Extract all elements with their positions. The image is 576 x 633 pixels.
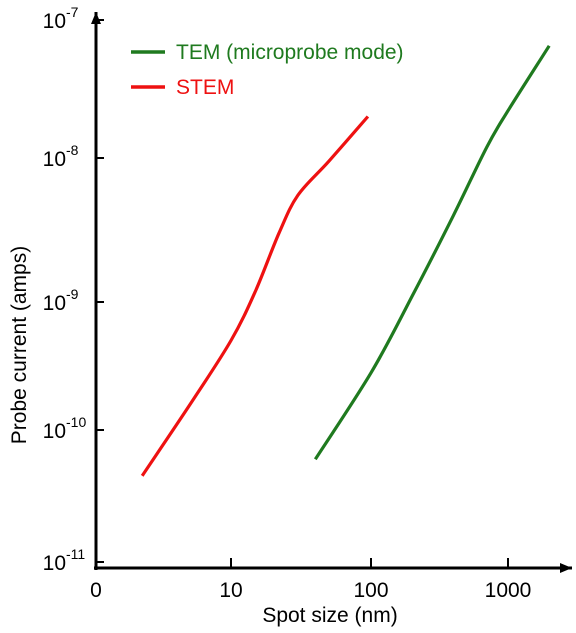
x-tick-label: 0 (90, 579, 102, 602)
y-tick-label: 10 (43, 10, 66, 33)
series-line-tem (313, 44, 551, 461)
y-tick-label: 10 (43, 292, 66, 315)
legend-label: STEM (176, 76, 234, 99)
y-tick-label: 10 (43, 552, 66, 575)
legend-label: TEM (microprobe mode) (176, 41, 404, 64)
y-tick-exponent: -10 (66, 414, 86, 430)
x-tick-label: 100 (353, 579, 388, 602)
x-axis-title: Spot size (nm) (262, 604, 397, 627)
y-tick-exponent: -9 (66, 286, 79, 302)
y-tick-label: 10 (43, 148, 66, 171)
series-line-stem (140, 115, 370, 477)
x-tick-label: 1000 (485, 579, 532, 602)
y-tick-exponent: -11 (66, 546, 85, 562)
x-ticks: 0 10 100 1000 (90, 558, 531, 602)
series-group (140, 44, 551, 477)
y-axis-title: Probe current (amps) (8, 246, 31, 444)
x-tick-label: 10 (219, 579, 242, 602)
y-tick-exponent: -7 (66, 4, 79, 20)
legend: TEM (microprobe mode) STEM (131, 41, 404, 99)
y-tick-exponent: -8 (66, 142, 79, 158)
axes (91, 12, 572, 573)
y-tick-label: 10 (43, 420, 66, 443)
